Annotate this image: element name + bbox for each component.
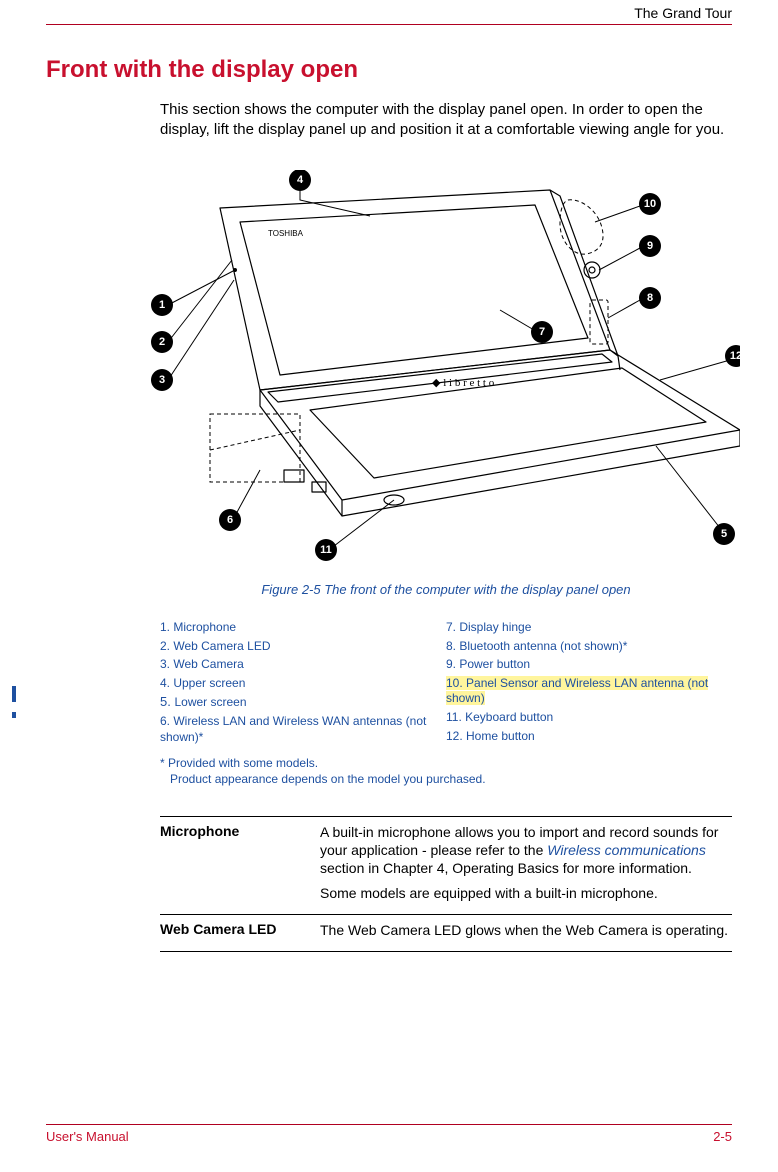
svg-text:11: 11 — [320, 544, 332, 556]
svg-text:1: 1 — [159, 299, 165, 311]
callout-5: 5 — [713, 523, 735, 545]
legend-item: 9. Power button — [446, 657, 732, 673]
legend-item: 11. Keyboard button — [446, 710, 732, 726]
callout-9: 9 — [639, 235, 661, 257]
legend-footnote2: Product appearance depends on the model … — [170, 772, 732, 786]
product-logo: ◆ l i b r e t t o — [432, 377, 495, 389]
svg-text:12: 12 — [730, 350, 740, 362]
svg-text:10: 10 — [644, 198, 656, 210]
callout-11: 11 — [315, 539, 337, 561]
figure-caption: Figure 2-5 The front of the computer wit… — [160, 582, 732, 597]
definition-term: Web Camera LED — [160, 921, 320, 945]
callout-7: 7 — [531, 321, 553, 343]
callout-8: 8 — [639, 287, 661, 309]
svg-text:9: 9 — [647, 240, 653, 252]
legend-footnote: * Provided with some models. — [160, 756, 732, 770]
legend-item: 2. Web Camera LED — [160, 639, 446, 655]
svg-text:7: 7 — [539, 326, 545, 338]
callout-4: 4 — [289, 170, 311, 191]
intro-paragraph: This section shows the computer with the… — [160, 100, 732, 141]
definitions-table: Microphone A built-in microphone allows … — [160, 816, 732, 952]
change-bar — [12, 712, 16, 718]
svg-text:6: 6 — [227, 514, 233, 526]
definition-term: Microphone — [160, 823, 320, 908]
definition-body: The Web Camera LED glows when the Web Ca… — [320, 921, 728, 945]
legend-item: 1. Microphone — [160, 620, 446, 636]
svg-text:5: 5 — [721, 528, 727, 540]
callout-3: 3 — [151, 369, 173, 391]
svg-text:4: 4 — [297, 174, 304, 186]
footer-right: 2-5 — [713, 1129, 732, 1144]
page-footer: User's Manual 2-5 — [46, 1124, 732, 1144]
legend-item: 5. Lower screen — [160, 694, 446, 711]
link-text[interactable]: Wireless communications — [547, 842, 706, 858]
callout-12: 12 — [725, 345, 740, 367]
definition-row: Microphone A built-in microphone allows … — [160, 816, 732, 914]
section-title: Front with the display open — [46, 56, 358, 84]
callout-10: 10 — [639, 193, 661, 215]
footer-left: User's Manual — [46, 1129, 129, 1144]
legend-item: 4. Upper screen — [160, 676, 446, 692]
svg-text:2: 2 — [159, 336, 165, 348]
legend-item: 8. Bluetooth antenna (not shown)* — [446, 639, 732, 655]
definition-body: A built-in microphone allows you to impo… — [320, 823, 732, 908]
legend-item: 3. Web Camera — [160, 657, 446, 673]
legend-item: 6. Wireless LAN and Wireless WAN antenna… — [160, 714, 446, 745]
svg-text:3: 3 — [159, 374, 165, 386]
definition-row: Web Camera LED The Web Camera LED glows … — [160, 914, 732, 952]
chapter-name: The Grand Tour — [634, 5, 732, 21]
callout-1: 1 — [151, 294, 173, 316]
legend-item: 10. Panel Sensor and Wireless LAN antenn… — [446, 676, 732, 707]
change-bar — [12, 686, 16, 702]
callout-2: 2 — [151, 331, 173, 353]
callout-6: 6 — [219, 509, 241, 531]
figure-legend: 1. Microphone 2. Web Camera LED 3. Web C… — [160, 620, 732, 786]
brand-label: TOSHIBA — [268, 229, 304, 238]
header-rule: The Grand Tour — [46, 24, 732, 25]
device-diagram: TOSHIBA ◆ l i b r e t t o — [100, 170, 740, 570]
legend-item: 7. Display hinge — [446, 620, 732, 636]
svg-text:8: 8 — [647, 292, 653, 304]
legend-item: 12. Home button — [446, 729, 732, 745]
